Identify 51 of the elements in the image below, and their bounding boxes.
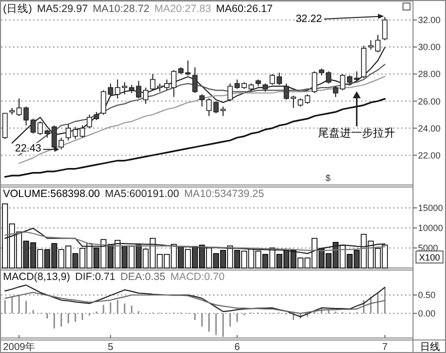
x-tick-label: 5 bbox=[108, 342, 114, 353]
y-tick-label: 15000 bbox=[418, 203, 444, 213]
candlestick bbox=[114, 78, 120, 99]
candlestick bbox=[220, 106, 226, 116]
y-tick-label: 0.00 bbox=[418, 308, 436, 319]
text: X100 bbox=[418, 252, 440, 262]
y-tick-label: 22.00 bbox=[418, 150, 441, 160]
candlestick bbox=[192, 66, 198, 94]
line-series bbox=[4, 284, 386, 318]
text: MA5:600191.00 bbox=[104, 188, 180, 200]
line-series bbox=[4, 292, 386, 314]
text: MA5:29.97 bbox=[37, 3, 88, 15]
candlestick bbox=[108, 83, 114, 96]
candlestick bbox=[122, 82, 128, 95]
series-label: DEA:0.35 bbox=[120, 271, 166, 283]
candlestick bbox=[199, 94, 205, 108]
y-tick-label: 32.00 bbox=[418, 15, 441, 26]
candlestick bbox=[382, 16, 388, 41]
series-label: DIF:0.71 bbox=[75, 271, 116, 283]
candlestick bbox=[16, 98, 22, 116]
candlestick bbox=[185, 60, 191, 76]
annotation: 尾盘进一步拉升 bbox=[318, 126, 396, 140]
candlestick bbox=[312, 70, 318, 94]
y-tick-label: 0.50 bbox=[418, 290, 436, 300]
x-tick-label: 2009年 bbox=[2, 341, 36, 353]
chart-title: MACD(8,13,9) bbox=[3, 271, 70, 283]
candlestick bbox=[206, 98, 212, 116]
candlestick bbox=[290, 95, 296, 108]
y-tick-label: 30.00 bbox=[418, 42, 441, 52]
candlestick bbox=[100, 90, 106, 116]
text: MA10:534739.25 bbox=[184, 188, 264, 200]
y-tick-label: 10000 bbox=[418, 223, 444, 234]
y-tick-label: 24.00 bbox=[418, 123, 441, 134]
candlestick bbox=[86, 114, 92, 129]
series-label: VOLUME:568398.00 bbox=[3, 188, 100, 200]
x-tick-label: 7 bbox=[382, 342, 388, 353]
chart-title: (日线) bbox=[3, 2, 32, 15]
text: MA10:28.72 bbox=[92, 3, 150, 15]
annotation: $ bbox=[325, 173, 331, 183]
text: MA60:26.17 bbox=[216, 3, 273, 15]
text: 日线 bbox=[420, 341, 440, 353]
candlestick bbox=[304, 94, 310, 104]
y-tick-label: 28.00 bbox=[418, 69, 441, 80]
candlestick bbox=[326, 70, 332, 84]
x-tick-label: 6 bbox=[234, 342, 240, 353]
text: MACD:0.70 bbox=[170, 271, 225, 283]
text: MA20:27.83 bbox=[154, 3, 212, 15]
candlestick bbox=[284, 83, 290, 100]
y-tick-label: 26.00 bbox=[418, 96, 441, 106]
candlestick bbox=[213, 100, 219, 114]
annotation: 32.22 bbox=[296, 13, 322, 25]
